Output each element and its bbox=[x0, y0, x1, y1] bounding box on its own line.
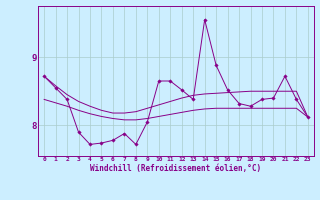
X-axis label: Windchill (Refroidissement éolien,°C): Windchill (Refroidissement éolien,°C) bbox=[91, 164, 261, 173]
